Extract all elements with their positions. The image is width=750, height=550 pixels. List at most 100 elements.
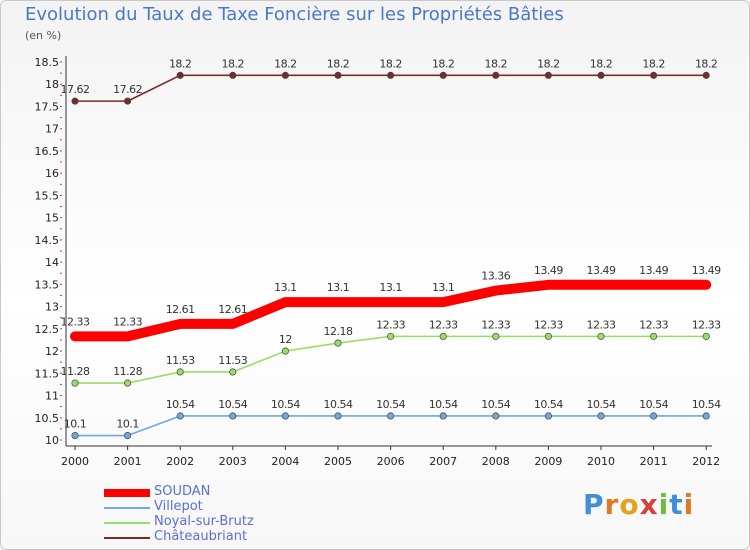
data-label-villepot: 10.54 [534, 398, 563, 411]
data-point-ch-teaubriant [124, 97, 132, 105]
logo-letter: P [583, 488, 605, 521]
x-tick-label: 2011 [640, 455, 668, 468]
data-label-villepot: 10.54 [324, 398, 353, 411]
data-label-noyal-sur-brutz: 12.33 [534, 318, 563, 331]
legend-swatch [104, 507, 150, 509]
logo-letter: x [639, 488, 659, 521]
x-tick-label: 2010 [587, 455, 615, 468]
data-point-noyal-sur-brutz [176, 368, 184, 376]
x-tick-label: 2003 [219, 455, 247, 468]
data-label-noyal-sur-brutz: 12.33 [429, 318, 458, 331]
data-label-soudan: 12.33 [113, 315, 142, 328]
data-point-villepot [702, 412, 710, 420]
data-point-noyal-sur-brutz [597, 332, 605, 340]
data-label-noyal-sur-brutz: 12.33 [692, 318, 721, 331]
y-tick-label: 12.5 [35, 323, 60, 336]
data-point-noyal-sur-brutz [702, 332, 710, 340]
data-point-ch-teaubriant [702, 71, 710, 79]
data-label-ch-teaubriant: 18.2 [379, 57, 402, 70]
data-label-villepot: 10.54 [218, 398, 247, 411]
data-label-soudan: 13.36 [481, 270, 510, 283]
data-label-soudan: 13.49 [587, 264, 616, 277]
data-label-noyal-sur-brutz: 11.53 [218, 354, 247, 367]
data-label-villepot: 10.1 [64, 418, 87, 431]
data-point-ch-teaubriant [650, 71, 658, 79]
data-point-ch-teaubriant [281, 71, 289, 79]
data-label-soudan: 13.1 [274, 281, 297, 294]
data-label-soudan: 13.1 [379, 281, 402, 294]
data-label-soudan: 12.61 [218, 303, 247, 316]
y-tick-label: 18.5 [35, 56, 60, 69]
data-label-villepot: 10.54 [166, 398, 195, 411]
y-tick-label: 16 [45, 167, 59, 180]
data-point-noyal-sur-brutz [387, 332, 395, 340]
data-point-villepot [334, 412, 342, 420]
data-point-ch-teaubriant [492, 71, 500, 79]
logo-letter: i [683, 488, 695, 521]
y-tick-label: 17 [45, 123, 59, 136]
data-point-villepot [229, 412, 237, 420]
logo-letter: t [669, 488, 684, 521]
x-tick-label: 2005 [324, 455, 352, 468]
legend-label: Châteaubriant [154, 529, 248, 544]
x-tick-label: 2004 [271, 455, 299, 468]
data-label-ch-teaubriant: 18.2 [537, 57, 560, 70]
x-tick-label: 2000 [61, 455, 89, 468]
y-tick-label: 17.5 [35, 100, 60, 113]
chart-unit-label: (en %) [25, 29, 62, 42]
data-label-soudan: 13.1 [432, 281, 455, 294]
data-label-ch-teaubriant: 17.62 [61, 83, 90, 96]
data-label-ch-teaubriant: 18.2 [274, 57, 297, 70]
data-label-villepot: 10.54 [376, 398, 405, 411]
x-tick-label: 2008 [482, 455, 510, 468]
data-point-villepot [544, 412, 552, 420]
data-label-villepot: 10.54 [429, 398, 458, 411]
data-label-ch-teaubriant: 18.2 [432, 57, 455, 70]
data-point-noyal-sur-brutz [650, 332, 658, 340]
logo-letter: i [658, 488, 670, 521]
chart-title: Evolution du Taux de Taxe Foncière sur l… [25, 4, 564, 25]
data-label-noyal-sur-brutz: 12.33 [587, 318, 616, 331]
data-point-ch-teaubriant [439, 71, 447, 79]
x-tick-label: 2001 [114, 455, 142, 468]
data-label-noyal-sur-brutz: 11.28 [113, 365, 142, 378]
data-point-ch-teaubriant [387, 71, 395, 79]
data-point-noyal-sur-brutz [492, 332, 500, 340]
data-label-ch-teaubriant: 18.2 [327, 57, 350, 70]
series-line-soudan [70, 279, 712, 342]
data-point-villepot [124, 432, 132, 440]
y-tick-label: 11.5 [35, 367, 60, 380]
legend-swatch [104, 489, 150, 497]
y-tick-label: 10.5 [35, 412, 60, 425]
data-label-ch-teaubriant: 17.62 [113, 83, 142, 96]
data-point-ch-teaubriant [334, 71, 342, 79]
y-tick-label: 10 [45, 434, 59, 447]
data-point-noyal-sur-brutz [334, 339, 342, 347]
data-label-soudan: 13.1 [327, 281, 350, 294]
x-tick-label: 2002 [166, 455, 194, 468]
y-tick-label: 14 [45, 256, 59, 269]
proxiti-logo: Proxiti [583, 488, 694, 521]
y-tick-label: 12 [45, 345, 59, 358]
series-line-ch-teaubriant [74, 74, 708, 102]
y-tick-label: 13.5 [35, 278, 60, 291]
data-label-ch-teaubriant: 18.2 [590, 57, 613, 70]
data-label-villepot: 10.54 [639, 398, 668, 411]
data-point-villepot [492, 412, 500, 420]
legend-label: SOUDAN [154, 484, 211, 499]
data-label-villepot: 10.54 [271, 398, 300, 411]
data-point-noyal-sur-brutz [439, 332, 447, 340]
data-label-noyal-sur-brutz: 12.33 [639, 318, 668, 331]
data-label-soudan: 13.49 [692, 264, 721, 277]
data-label-noyal-sur-brutz: 12.33 [376, 318, 405, 331]
data-point-ch-teaubriant [597, 71, 605, 79]
legend-swatch [104, 537, 150, 539]
data-point-noyal-sur-brutz [281, 347, 289, 355]
y-tick-label: 15 [45, 212, 59, 225]
data-label-villepot: 10.1 [116, 418, 139, 431]
data-point-noyal-sur-brutz [544, 332, 552, 340]
data-point-villepot [387, 412, 395, 420]
data-label-villepot: 10.54 [481, 398, 510, 411]
